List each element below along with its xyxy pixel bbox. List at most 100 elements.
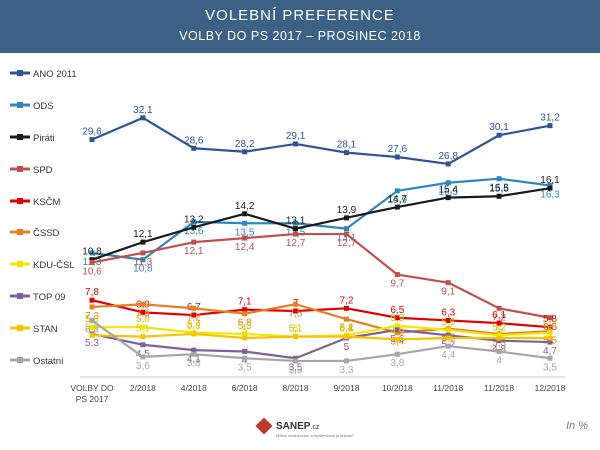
data-label-stan-2: 5,3 <box>187 321 201 332</box>
x-tick-label-5: 9/2018 <box>333 383 359 393</box>
data-point-stan-5 <box>343 334 349 340</box>
legend: ANO 2011 ODS Piráti SPD KSČM ČSSD KDU-ČSL TOP 0… <box>10 69 77 367</box>
data-label-pir-ti-3: 14,2 <box>235 201 255 212</box>
x-tick-label-8: 11/2018 <box>484 383 514 393</box>
data-label-ks-m-3: 7,1 <box>238 297 252 308</box>
data-point-spd-7 <box>445 280 451 286</box>
data-point-kdu-sl-1 <box>140 324 146 330</box>
data-label-stan-4: 5 <box>293 324 299 335</box>
data-point-spd-5 <box>343 231 349 237</box>
data-point-stan-6 <box>394 336 400 342</box>
series-line--ssd <box>91 303 551 336</box>
data-label-kdu-sl-3: 5,3 <box>238 321 252 332</box>
data-label-ano-2011-3: 28,2 <box>235 139 255 150</box>
data-label-spd-7: 9,1 <box>441 287 455 298</box>
data-label-spd-4: 12,7 <box>286 238 306 249</box>
x-tick-label-2: 4/2018 <box>181 383 207 393</box>
series-line-stan <box>91 332 550 341</box>
data-point-stan-8 <box>496 335 502 341</box>
data-label--ssd-5: 6,4 <box>339 323 353 334</box>
data-label-ano-2011-6: 27,6 <box>388 144 408 155</box>
data-label-stan-8: 5 <box>496 325 502 336</box>
data-point-ano-2011-1 <box>140 115 146 121</box>
data-label-ks-m-7: 6,3 <box>441 307 455 318</box>
data-point-stan-3 <box>242 335 248 341</box>
data-label--ssd-2: 7,2 <box>187 312 201 323</box>
data-point-ods-6 <box>394 188 400 194</box>
data-point-ods-2 <box>191 219 197 225</box>
data-point--ssd-0 <box>89 304 95 310</box>
legend-marker-top-09 <box>17 293 23 299</box>
data-point-pir-ti-9 <box>547 185 553 191</box>
data-point-ods-9 <box>547 182 553 188</box>
data-point-spd-6 <box>394 272 400 278</box>
data-label-kdu-sl-6: 5,9 <box>390 313 404 324</box>
data-point--ssd-3 <box>242 311 248 317</box>
legend-marker-ods <box>17 102 23 108</box>
data-point-pir-ti-7 <box>445 195 451 201</box>
data-label-top-09-2: 4,1 <box>187 354 201 365</box>
data-point-ks-m-5 <box>343 305 349 311</box>
data-label-top-09-5: 5 <box>344 342 350 353</box>
data-label-stan-9: 5 <box>547 325 553 336</box>
logo-suffix: .cz <box>310 423 320 431</box>
data-point-ods-0 <box>89 250 95 256</box>
line-chart: ANO 2011 ODS Piráti SPD KSČM ČSSD KDU-ČSL TOP 0… <box>10 69 566 404</box>
x-axis: VOLBY DO PS 2017 2/2018 4/2018 6/2018 8/2018 9… <box>70 376 566 404</box>
data-label-spd-2: 12,1 <box>184 246 204 257</box>
data-point-pir-ti-2 <box>191 224 197 230</box>
data-label-ostatn--6: 3,8 <box>390 358 404 369</box>
data-label-top-09-1: 4,5 <box>136 349 150 360</box>
legend-marker-kdu-sl <box>17 261 23 267</box>
data-point-top-09-8 <box>496 338 502 344</box>
data-point-top-09-6 <box>394 327 400 333</box>
data-label--ssd-6: 5,4 <box>390 337 404 348</box>
unit-label: In % <box>565 420 588 432</box>
data-label-ostatn--4: 3,3 <box>289 365 303 376</box>
logo-name: SANEP <box>276 420 311 432</box>
series-line-ks-m <box>91 299 551 329</box>
data-label-top-09-0: 5,3 <box>85 338 99 349</box>
data-point-spd-4 <box>293 231 299 237</box>
data-label-ods-8: 16,8 <box>489 183 509 194</box>
legend-marker-stan <box>17 325 23 331</box>
data-point-kdu-sl-8 <box>496 332 502 338</box>
data-label-spd-0: 10,6 <box>82 266 102 277</box>
data-point-ostatn--3 <box>242 355 248 361</box>
data-point-ks-m-8 <box>496 320 502 326</box>
data-label-pir-ti-5: 13,9 <box>337 205 357 216</box>
data-point-spd-1 <box>140 250 146 256</box>
data-label-spd-1: 11,3 <box>134 257 153 268</box>
data-point-ks-m-7 <box>445 317 451 323</box>
data-point-stan-0 <box>89 332 95 338</box>
data-point-ods-3 <box>242 220 248 226</box>
data-point-pir-ti-3 <box>242 211 248 217</box>
data-point--ssd-6 <box>394 330 400 336</box>
data-point-kdu-sl-9 <box>547 330 553 336</box>
data-label--ssd-3: 6,8 <box>238 318 252 329</box>
x-tick-label-4: 8/2018 <box>283 383 309 393</box>
data-point-ostatn--5 <box>343 358 349 364</box>
data-point-ostatn--9 <box>547 355 553 361</box>
data-point-kdu-sl-3 <box>242 331 248 337</box>
data-label-ano-2011-5: 28,1 <box>337 140 357 151</box>
data-point-top-09-9 <box>547 339 553 345</box>
data-label-pir-ti-7: 15,4 <box>438 185 458 196</box>
series-line-pir-ti <box>91 187 551 261</box>
legend-label-ano-2011: ANO 2011 <box>33 69 77 80</box>
data-point-pir-ti-6 <box>394 204 400 210</box>
data-point-ostatn--4 <box>293 358 299 364</box>
data-label-top-09-9: 4,7 <box>543 346 557 357</box>
data-label-ano-2011-1: 32,1 <box>133 105 153 116</box>
data-point-ks-m-0 <box>89 297 95 303</box>
data-point-stan-9 <box>547 335 553 341</box>
data-point-ostatn--7 <box>445 343 451 349</box>
data-label-ano-2011-8: 30,1 <box>489 122 509 133</box>
data-point-ano-2011-7 <box>445 161 451 167</box>
data-point-ks-m-4 <box>293 308 299 314</box>
data-label-stan-0: 5,2 <box>85 322 99 333</box>
data-point-pir-ti-4 <box>293 226 299 232</box>
data-point-stan-1 <box>140 334 146 340</box>
data-label-ano-2011-7: 26,8 <box>438 151 458 162</box>
data-point-spd-8 <box>496 305 502 311</box>
